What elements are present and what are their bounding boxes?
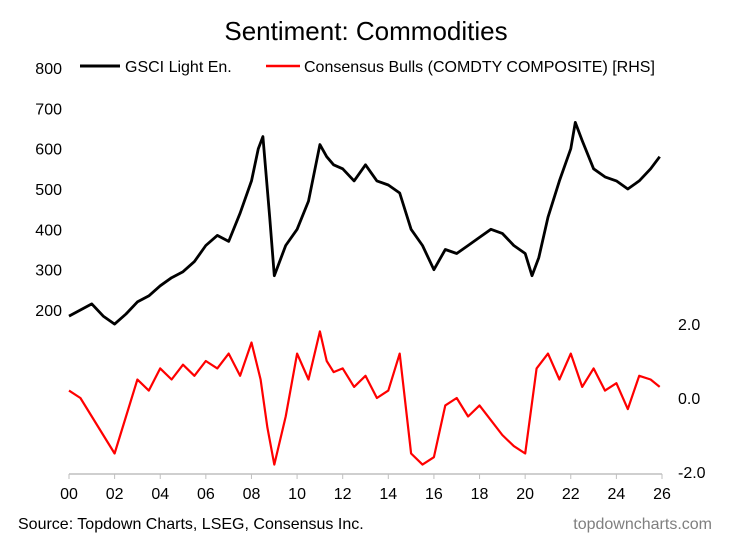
watermark: topdowncharts.com <box>573 516 712 533</box>
legend-label-gsci: GSCI Light En. <box>125 59 232 76</box>
right-tick-label: 2.0 <box>678 317 700 334</box>
x-tick-label: 04 <box>151 486 169 503</box>
chart-title: Sentiment: Commodities <box>224 16 507 46</box>
series-layer <box>68 121 661 466</box>
right-tick-label: 0.0 <box>678 391 700 408</box>
x-tick-label: 10 <box>288 486 306 503</box>
left-tick-label: 300 <box>35 263 62 280</box>
x-tick-label: 12 <box>334 486 352 503</box>
x-tick-label: 26 <box>653 486 671 503</box>
source-note: Source: Topdown Charts, LSEG, Consensus … <box>18 516 364 533</box>
series-line-gsci <box>68 121 661 326</box>
left-tick-label: 200 <box>35 303 62 320</box>
x-tick-label: 18 <box>471 486 489 503</box>
x-tick-label: 16 <box>425 486 443 503</box>
right-axis: 2.0 0.0 -2.0 <box>678 317 706 482</box>
legend-label-bulls: Consensus Bulls (COMDTY COMPOSITE) [RHS] <box>304 59 655 76</box>
x-axis: 00 02 04 06 08 10 12 14 16 18 20 22 24 26 <box>60 474 671 503</box>
x-tick-label: 14 <box>379 486 397 503</box>
x-tick-label: 20 <box>516 486 534 503</box>
left-tick-label: 400 <box>35 222 62 239</box>
left-tick-label: 800 <box>35 61 62 78</box>
left-axis: 800 700 600 500 400 300 200 <box>35 61 62 320</box>
x-tick-label: 08 <box>243 486 261 503</box>
x-tick-label: 22 <box>562 486 580 503</box>
left-tick-label: 700 <box>35 101 62 118</box>
x-tick-label: 06 <box>197 486 215 503</box>
right-tick-label: -2.0 <box>678 465 706 482</box>
left-tick-label: 600 <box>35 142 62 159</box>
x-tick-label: 00 <box>60 486 78 503</box>
x-tick-label: 24 <box>607 486 625 503</box>
x-tick-label: 02 <box>106 486 124 503</box>
legend: GSCI Light En. Consensus Bulls (COMDTY C… <box>80 59 655 76</box>
series-line-consensus-bulls <box>68 330 661 466</box>
left-tick-label: 500 <box>35 182 62 199</box>
